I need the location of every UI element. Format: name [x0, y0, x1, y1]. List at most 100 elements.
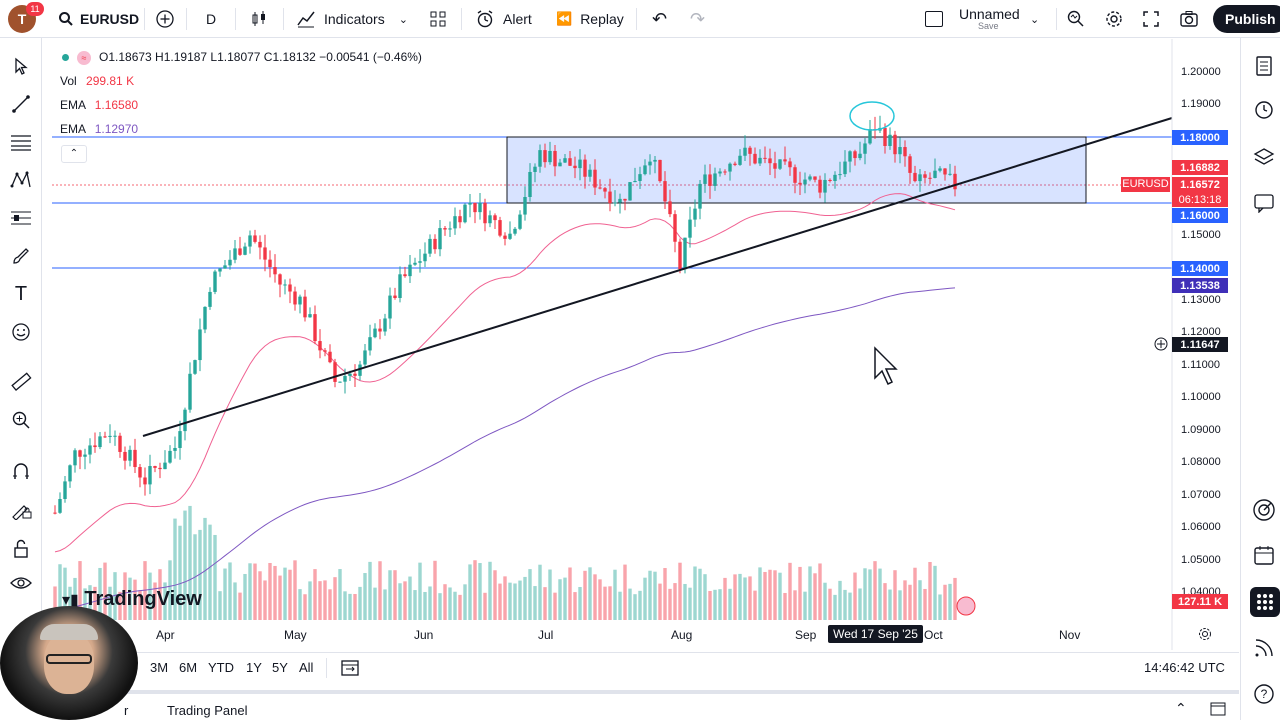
- volume-bar: [173, 518, 177, 620]
- svg-text:?: ?: [1261, 687, 1268, 701]
- volume-bar: [218, 591, 222, 620]
- trading-panel-tab[interactable]: Trading Panel: [167, 703, 248, 718]
- volume-profile-icon[interactable]: [956, 596, 976, 616]
- fib-icon[interactable]: [8, 129, 34, 155]
- range-5y[interactable]: 5Y: [272, 660, 288, 675]
- volume-bar: [378, 561, 382, 620]
- publish-button[interactable]: Publish: [1213, 5, 1280, 33]
- volume-bar: [258, 571, 262, 620]
- candle-body: [538, 150, 542, 167]
- range-6m[interactable]: 6M: [179, 660, 198, 675]
- candle-body: [88, 445, 92, 455]
- target-icon[interactable]: [1251, 497, 1277, 523]
- candle-body: [938, 168, 942, 171]
- volume-bar: [458, 594, 462, 620]
- candle-body: [268, 259, 272, 268]
- layout-chevron-down-icon[interactable]: ⌄: [1030, 13, 1040, 26]
- fullscreen-button[interactable]: [1142, 0, 1160, 38]
- pattern-icon[interactable]: [8, 167, 34, 193]
- help-icon[interactable]: ?: [1251, 681, 1277, 707]
- candle-body: [508, 233, 512, 239]
- redo-icon[interactable]: ↷: [690, 8, 706, 29]
- indicators-button[interactable]: Indicators ⌄: [296, 0, 408, 38]
- level-tag-118[interactable]: 1.18000: [1172, 130, 1228, 145]
- alert-button[interactable]: Alert: [475, 0, 532, 38]
- candle-body: [838, 174, 842, 176]
- date-range-calendar-icon[interactable]: [340, 659, 360, 682]
- utc-clock[interactable]: 14:46:42 UTC: [1144, 660, 1225, 675]
- settings-button[interactable]: [1104, 0, 1124, 38]
- quick-search-button[interactable]: [1066, 0, 1086, 38]
- candle-body: [523, 196, 527, 215]
- grid-icon: [430, 11, 446, 27]
- volume-bar: [713, 589, 717, 620]
- ruler-icon[interactable]: [8, 369, 34, 395]
- chart-type-button[interactable]: [250, 0, 268, 38]
- volume-bar: [918, 580, 922, 620]
- text-icon[interactable]: T: [14, 282, 28, 305]
- volume-bar: [78, 561, 82, 620]
- emoji-icon[interactable]: [8, 319, 34, 345]
- panel-tab-partial[interactable]: r: [124, 703, 129, 718]
- candle-body: [788, 161, 792, 168]
- lock-drawings-icon[interactable]: [8, 497, 34, 523]
- range-all[interactable]: All: [299, 660, 314, 675]
- templates-button[interactable]: [429, 0, 447, 38]
- maximize-panel-icon[interactable]: [1210, 702, 1226, 716]
- lock-icon[interactable]: [8, 536, 34, 562]
- watchlist-icon[interactable]: [1251, 53, 1277, 79]
- layout-name[interactable]: Unnamed: [959, 6, 1020, 22]
- trend-line-icon[interactable]: [8, 91, 34, 117]
- layers-icon[interactable]: [1251, 144, 1277, 170]
- range-ytd[interactable]: YTD: [208, 660, 234, 675]
- candle-body: [608, 191, 612, 204]
- candle-body: [643, 165, 647, 175]
- chat-icon[interactable]: [1251, 190, 1277, 216]
- candle-body: [928, 177, 932, 179]
- level-tag-114[interactable]: 1.14000: [1172, 261, 1228, 276]
- watermark-text: TradingView: [84, 588, 202, 610]
- range-3m[interactable]: 3M: [150, 660, 169, 675]
- interval-button[interactable]: D: [206, 11, 217, 27]
- highlight-ellipse[interactable]: [849, 101, 895, 131]
- axis-settings-gear-icon[interactable]: [1197, 626, 1213, 642]
- alerts-clock-icon[interactable]: [1251, 96, 1277, 122]
- chevron-down-icon[interactable]: ⌄: [398, 13, 408, 26]
- layout-checkbox[interactable]: [925, 0, 943, 38]
- volume-bar: [863, 568, 867, 620]
- candle-body: [558, 162, 562, 167]
- volume-bar: [823, 582, 827, 620]
- trend-line[interactable]: [142, 117, 1173, 437]
- candle-body: [103, 436, 107, 438]
- undo-icon[interactable]: ↶: [652, 8, 668, 29]
- symbol-search[interactable]: EURUSD: [58, 0, 139, 38]
- drawing-toolbar: T: [0, 38, 42, 618]
- chevron-up-icon[interactable]: ⌃: [1175, 700, 1187, 716]
- candle-body: [408, 264, 412, 277]
- level-tag-116[interactable]: 1.16000: [1172, 208, 1228, 223]
- snapshot-button[interactable]: [1179, 0, 1199, 38]
- volume-bar: [338, 569, 342, 620]
- eye-icon[interactable]: [8, 570, 34, 596]
- volume-bar: [93, 586, 97, 620]
- cursor-icon[interactable]: [8, 53, 34, 79]
- apps-grid-icon[interactable]: [1250, 587, 1280, 617]
- replay-button[interactable]: ⏪ Replay: [556, 0, 624, 38]
- volume-bar: [893, 570, 897, 620]
- magnet-icon[interactable]: [8, 458, 34, 484]
- candle-body: [348, 373, 352, 376]
- collapse-legend-chevron-up-icon[interactable]: ⌃: [61, 145, 87, 163]
- signal-icon[interactable]: [1251, 635, 1277, 661]
- candle-body: [173, 447, 177, 451]
- volume-bar: [703, 574, 707, 620]
- forecast-icon[interactable]: [8, 205, 34, 231]
- crosshair-date-tag: Wed 17 Sep '25: [828, 625, 923, 643]
- zoom-in-icon[interactable]: [8, 407, 34, 433]
- compare-button[interactable]: [155, 0, 175, 38]
- brush-icon[interactable]: [8, 243, 34, 269]
- candle-body: [228, 259, 232, 266]
- volume-bar: [758, 567, 762, 620]
- price-chart[interactable]: [0, 0, 1240, 650]
- range-1y[interactable]: 1Y: [246, 660, 262, 675]
- calendar-icon[interactable]: [1251, 542, 1277, 568]
